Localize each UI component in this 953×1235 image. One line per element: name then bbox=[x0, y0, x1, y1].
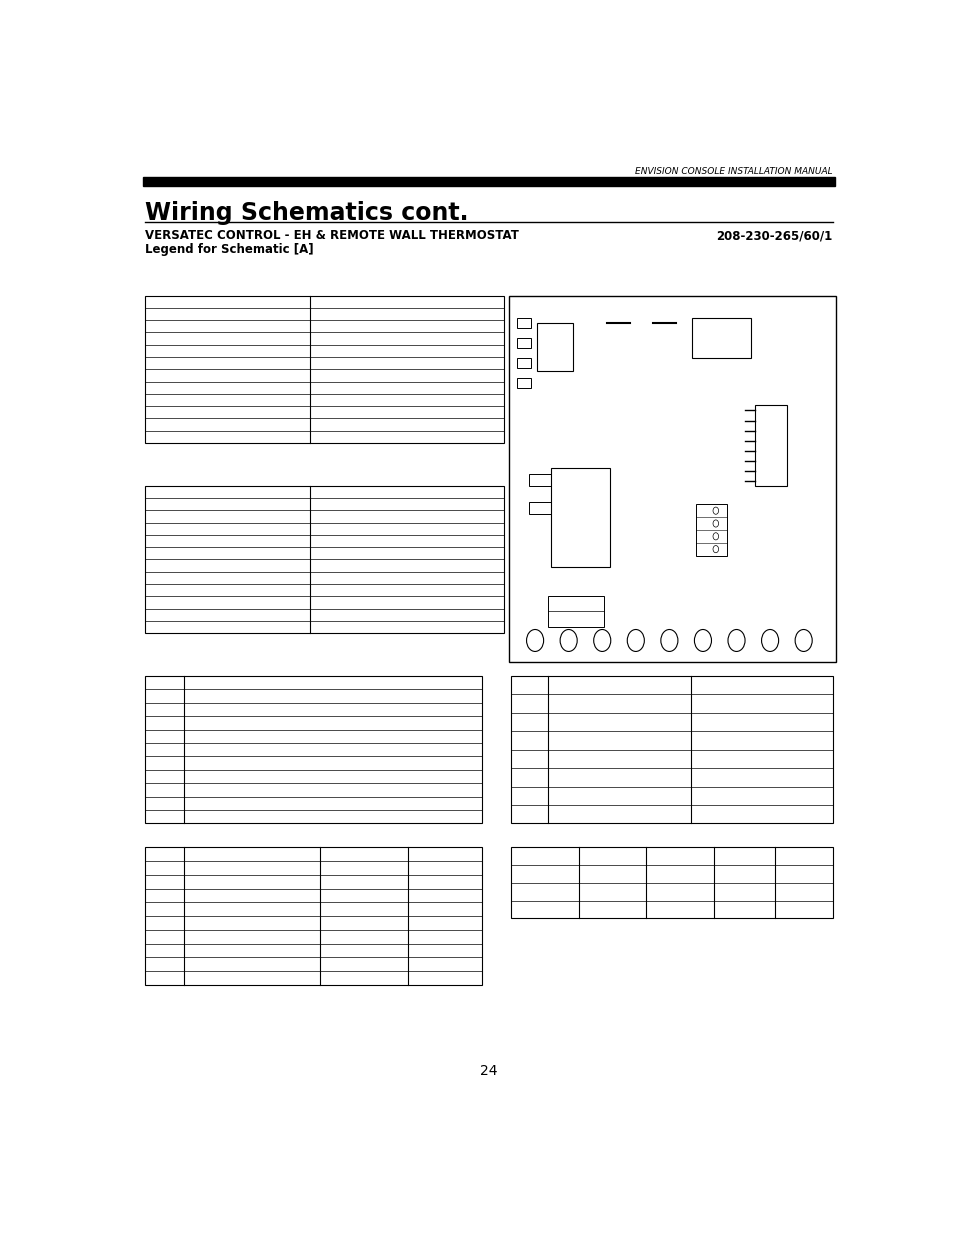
Bar bbox=[145, 847, 481, 986]
Bar bbox=[528, 503, 551, 514]
Bar bbox=[517, 378, 530, 388]
Bar bbox=[695, 504, 726, 556]
Bar bbox=[508, 295, 836, 662]
Bar bbox=[551, 468, 610, 567]
Bar bbox=[511, 847, 832, 919]
Bar bbox=[143, 177, 834, 186]
Bar bbox=[145, 295, 503, 443]
Text: ENVISION CONSOLE INSTALLATION MANUAL: ENVISION CONSOLE INSTALLATION MANUAL bbox=[635, 168, 832, 177]
Text: Wiring Schematics cont.: Wiring Schematics cont. bbox=[145, 200, 468, 225]
Text: 208-230-265/60/1: 208-230-265/60/1 bbox=[716, 228, 832, 242]
Text: 24: 24 bbox=[479, 1063, 497, 1078]
Text: Legend for Schematic [A]: Legend for Schematic [A] bbox=[145, 243, 314, 257]
Bar bbox=[145, 485, 503, 634]
Bar bbox=[511, 676, 832, 824]
Bar bbox=[754, 405, 786, 487]
Text: VERSATEC CONTROL - EH & REMOTE WALL THERMOSTAT: VERSATEC CONTROL - EH & REMOTE WALL THER… bbox=[145, 228, 518, 242]
Bar bbox=[548, 595, 603, 627]
Bar bbox=[517, 337, 530, 348]
Bar bbox=[692, 317, 750, 358]
Bar bbox=[528, 474, 551, 487]
Bar bbox=[517, 317, 530, 327]
Bar bbox=[517, 358, 530, 368]
Bar bbox=[537, 324, 572, 370]
Bar bbox=[145, 676, 481, 824]
